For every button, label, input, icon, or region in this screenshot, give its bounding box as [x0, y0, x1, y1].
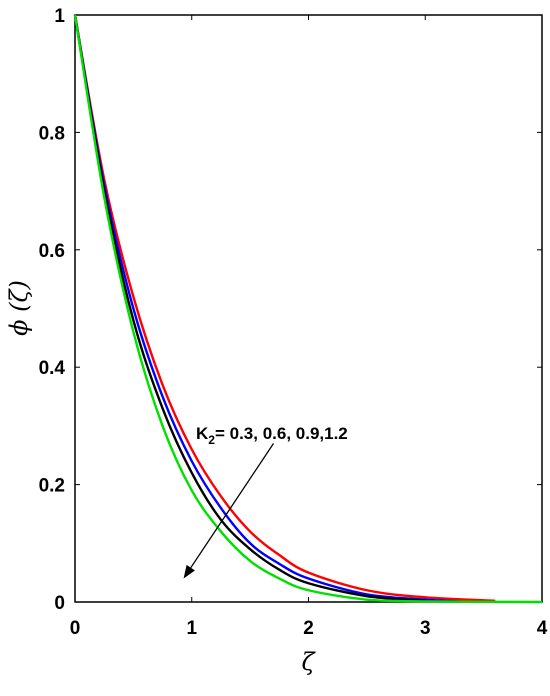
series-line-4 — [73, 14, 543, 604]
x-tick-label: 1 — [186, 618, 197, 639]
y-tick-label: 0.8 — [39, 123, 65, 144]
annotation-arrowhead — [183, 564, 195, 579]
series-lines — [73, 14, 543, 604]
series-line-2 — [73, 14, 461, 603]
y-tick-label: 0.2 — [39, 476, 65, 497]
series-line-3 — [73, 14, 426, 603]
x-tick-label: 3 — [420, 618, 431, 639]
y-axis-label: ϕ (ζ) — [5, 280, 33, 336]
plot-frame — [74, 14, 543, 603]
annotation: K2= 0.3, 0.6, 0.9,1.2 — [183, 424, 348, 579]
x-tick-label: 2 — [303, 618, 314, 639]
y-tick-label: 0 — [54, 593, 65, 614]
x-tick-label: 0 — [70, 618, 81, 639]
annotation-label: K2= 0.3, 0.6, 0.9,1.2 — [196, 424, 348, 447]
y-tick-label: 0.4 — [39, 358, 66, 379]
tick-labels: 0 1 2 3 4 0 0.2 0.4 0.6 0.8 1 — [39, 6, 548, 639]
series-line-1 — [73, 14, 496, 603]
annotation-arrow — [190, 443, 275, 569]
y-tick-label: 0.6 — [39, 241, 65, 262]
x-tick-label: 4 — [537, 618, 548, 639]
y-tick-label: 1 — [54, 6, 65, 27]
x-axis-label: ζ — [301, 648, 316, 676]
